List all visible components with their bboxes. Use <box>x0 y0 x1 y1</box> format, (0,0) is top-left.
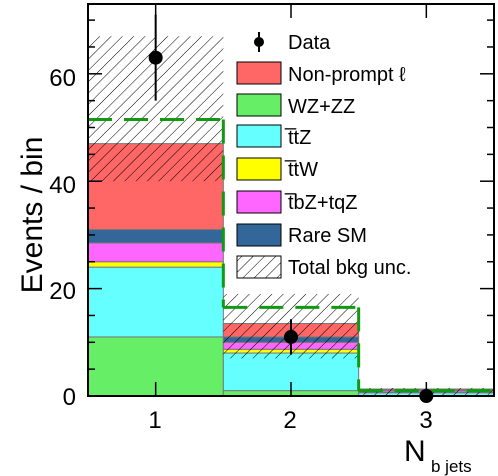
bar-rare-sm-bin-1 <box>88 229 224 244</box>
bar-t-tz-bin-1 <box>88 266 224 338</box>
svg-text:t̅tZ: t̅tZ <box>285 127 312 149</box>
data-point-bin-2 <box>284 329 298 344</box>
svg-text:Rare SM: Rare SM <box>288 225 367 247</box>
y-tick-label-0: 0 <box>63 384 76 411</box>
axis-ticks <box>88 4 494 397</box>
svg-text:Non-prompt ℓ: Non-prompt ℓ <box>288 64 406 86</box>
svg-text:t̅bZ+tqZ: t̅bZ+tqZ <box>285 192 358 214</box>
y-axis-title: Events / bin <box>16 137 49 294</box>
bar-t-bz-tqz-bin-1 <box>88 242 224 263</box>
y-tick-label-20: 20 <box>49 278 76 305</box>
legend-item-ttz: t̅tZ <box>236 124 312 149</box>
x-axis-title-subscript: b jets <box>431 457 472 476</box>
svg-text:WZ+ZZ: WZ+ZZ <box>288 96 355 118</box>
legend: Data Non-prompt ℓ WZ+ZZ t̅tZ t̅tW t̅bZ+t… <box>236 32 411 279</box>
legend-item-ttw: t̅tW <box>236 157 319 181</box>
svg-text:t̅tW: t̅tW <box>285 159 319 181</box>
legend-item-tbz: t̅bZ+tqZ <box>236 190 358 214</box>
y-tick-label-40: 40 <box>49 172 76 199</box>
legend-item-unc: Total bkg unc. <box>236 255 411 279</box>
legend-item-rare: Rare SM <box>236 223 367 247</box>
dashed-overlay <box>88 117 494 393</box>
y-tick-label-60: 60 <box>49 65 76 92</box>
legend-item-nonprompt: Non-prompt ℓ <box>236 61 406 86</box>
svg-text:Data: Data <box>288 32 331 54</box>
x-axis-title: N <box>404 435 426 468</box>
x-tick-label-2: 2 <box>283 407 296 434</box>
x-tick-label-1: 1 <box>148 407 161 434</box>
svg-text:Total bkg unc.: Total bkg unc. <box>288 257 411 279</box>
legend-item-wzzz: WZ+ZZ <box>236 93 355 118</box>
bar-t-tw-bin-1 <box>88 261 224 268</box>
data-point-bin-1 <box>148 50 163 65</box>
x-tick-label-3: 3 <box>419 407 432 434</box>
legend-item-data: Data <box>254 32 331 54</box>
